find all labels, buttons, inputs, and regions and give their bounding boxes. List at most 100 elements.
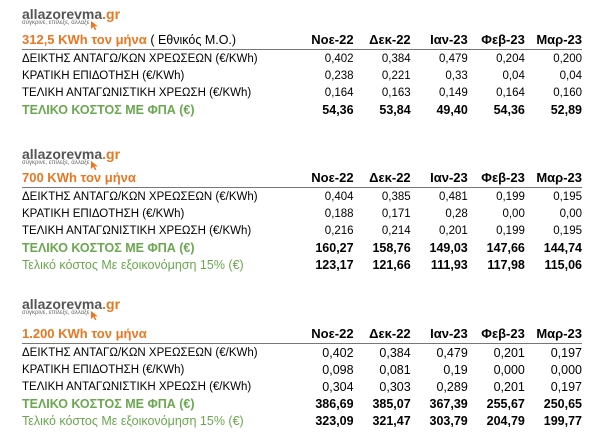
row-value: 0,201 xyxy=(493,379,525,394)
savings-value: 121,66 xyxy=(372,257,411,272)
row-value: 0,00 xyxy=(559,207,582,220)
row-label: ΔΕΙΚΤΗΣ ΑΝΤΑΓΩ/ΚΩΝ ΧΡΕΩΣΕΩΝ (€/KWh) xyxy=(22,346,258,359)
total-value: 255,67 xyxy=(486,396,525,411)
row-value: 0,479 xyxy=(436,345,468,360)
row-value: 0,204 xyxy=(496,52,525,65)
row-value: 0,098 xyxy=(322,362,354,377)
total-value: 49,40 xyxy=(436,102,468,117)
table-title: 312,5 KWh τον μήνα xyxy=(22,32,147,47)
row-value: 0,04 xyxy=(559,69,582,82)
row-value: 0,199 xyxy=(496,190,525,203)
savings-cost-row: Τελικό κόστος Με εξοικονόμηση 15% (€) 12… xyxy=(22,256,582,273)
month-header: Μαρ-23 xyxy=(524,30,582,50)
month-header: Ιαν-23 xyxy=(410,30,468,50)
row-value: 0,404 xyxy=(324,190,354,203)
pricing-table-1200: 1.200 KWh τον μήνα Νοε-22 Δεκ-22 Ιαν-23 … xyxy=(22,324,582,429)
row-value: 0,000 xyxy=(550,362,582,377)
month-header: Δεκ-22 xyxy=(353,30,411,50)
row-value: 0,216 xyxy=(324,224,354,237)
savings-value: 199,77 xyxy=(543,413,582,428)
row-value: 0,199 xyxy=(496,224,525,237)
row-value: 0,164 xyxy=(324,86,354,99)
row-label: ΔΕΙΚΤΗΣ ΑΝΤΑΓΩ/ΚΩΝ ΧΡΕΩΣΕΩΝ (€/KWh) xyxy=(22,52,258,65)
table-row: ΤΕΛΙΚΗ ΑΝΤΑΓΩΝΙΣΤΙΚΗ ΧΡΕΩΣΗ (€/KWh) 0,21… xyxy=(22,222,582,239)
table-row: ΔΕΙΚΤΗΣ ΑΝΤΑΓΩ/ΚΩΝ ΧΡΕΩΣΕΩΝ (€/KWh) 0,40… xyxy=(22,50,582,68)
logo-brand-main: allazorevma xyxy=(22,146,103,162)
row-value: 0,304 xyxy=(322,379,354,394)
savings-value: 115,06 xyxy=(544,257,582,272)
table-title: 700 KWh τον μήνα xyxy=(22,168,297,188)
row-value: 0,081 xyxy=(379,362,411,377)
row-label: ΚΡΑΤΙΚΗ ΕΠΙΔΟΤΗΣΗ (€/KWh) xyxy=(22,363,185,376)
total-value: 160,27 xyxy=(315,240,354,255)
row-label: ΚΡΑΤΙΚΗ ΕΠΙΔΟΤΗΣΗ (€/KWh) xyxy=(22,207,185,220)
logo-brand-tld: .gr xyxy=(102,6,121,22)
savings-label: Τελικό κόστος Με εξοικονόμηση 15% (€) xyxy=(22,413,244,428)
row-value: 0,04 xyxy=(502,69,525,82)
savings-value: 111,93 xyxy=(430,257,468,272)
total-value: 53,84 xyxy=(379,102,411,117)
row-value: 0,384 xyxy=(381,52,411,65)
table-row: ΔΕΙΚΤΗΣ ΑΝΤΑΓΩ/ΚΩΝ ΧΡΕΩΣΕΩΝ (€/KWh) 0,40… xyxy=(22,188,582,206)
total-value: 147,66 xyxy=(486,240,525,255)
savings-value: 303,79 xyxy=(429,413,468,428)
table-row: ΔΕΙΚΤΗΣ ΑΝΤΑΓΩ/ΚΩΝ ΧΡΕΩΣΕΩΝ (€/KWh) 0,40… xyxy=(22,344,582,362)
total-value: 144,74 xyxy=(543,240,582,255)
logo-brand-main: allazorevma xyxy=(22,296,103,312)
row-value: 0,201 xyxy=(493,345,525,360)
table-row: ΤΕΛΙΚΗ ΑΝΤΑΓΩΝΙΣΤΙΚΗ ΧΡΕΩΣΗ (€/KWh) 0,30… xyxy=(22,378,582,395)
table-header-row: 312,5 KWh τον μήνα ( Εθνικός Μ.Ο.) Νοε-2… xyxy=(22,30,582,50)
total-value: 54,36 xyxy=(493,102,525,117)
month-header: Δεκ-22 xyxy=(353,324,411,344)
month-header: Δεκ-22 xyxy=(353,168,411,188)
total-value: 52,89 xyxy=(550,102,582,117)
total-value: 158,76 xyxy=(372,240,411,255)
row-value: 0,200 xyxy=(553,52,582,65)
month-header: Ιαν-23 xyxy=(410,324,468,344)
row-label: ΤΕΛΙΚΗ ΑΝΤΑΓΩΝΙΣΤΙΚΗ ΧΡΕΩΣΗ (€/KWh) xyxy=(22,86,252,99)
row-value: 0,195 xyxy=(553,190,582,203)
row-value: 0,214 xyxy=(381,224,411,237)
table-header-row: 1.200 KWh τον μήνα Νοε-22 Δεκ-22 Ιαν-23 … xyxy=(22,324,582,344)
table-row: ΚΡΑΤΙΚΗ ΕΠΙΔΟΤΗΣΗ (€/KWh) 0,098 0,081 0,… xyxy=(22,361,582,378)
row-value: 0,402 xyxy=(324,52,354,65)
total-value: 386,69 xyxy=(315,396,354,411)
row-value: 0,289 xyxy=(436,379,468,394)
total-cost-row: ΤΕΛΙΚΟ ΚΟΣΤΟΣ ΜΕ ΦΠΑ (€) 160,27 158,76 1… xyxy=(22,239,582,256)
cursor-icon xyxy=(90,308,101,321)
row-label: ΤΕΛΙΚΗ ΑΝΤΑΓΩΝΙΣΤΙΚΗ ΧΡΕΩΣΗ (€/KWh) xyxy=(22,224,252,237)
logo-brand-tld: .gr xyxy=(102,146,121,162)
savings-value: 323,09 xyxy=(315,413,354,428)
row-value: 0,201 xyxy=(438,224,468,237)
total-cost-row: ΤΕΛΙΚΟ ΚΟΣΤΟΣ ΜΕ ΦΠΑ (€) 386,69 385,07 3… xyxy=(22,395,582,412)
total-value: 149,03 xyxy=(429,240,468,255)
logo-tagline: σύγκρινε, επίλεξε, άλλαξε xyxy=(22,20,90,26)
brand-logo: allazorevma.gr σύγκρινε, επίλεξε, άλλαξε xyxy=(22,6,121,31)
row-value: 0,481 xyxy=(438,190,468,203)
pricing-table-700: 700 KWh τον μήνα Νοε-22 Δεκ-22 Ιαν-23 Φε… xyxy=(22,168,582,273)
table-title: 1.200 KWh τον μήνα xyxy=(22,324,297,344)
brand-logo: allazorevma.gr σύγκρινε, επίλεξε, άλλαξε xyxy=(22,296,120,321)
savings-label: Τελικό κόστος Με εξοικονόμηση 15% (€) xyxy=(22,257,244,272)
row-value: 0,19 xyxy=(443,362,468,377)
row-value: 0,160 xyxy=(553,86,582,99)
month-header: Φεβ-23 xyxy=(467,324,525,344)
total-value: 250,65 xyxy=(543,396,582,411)
total-value: 385,07 xyxy=(372,396,411,411)
table-row: ΤΕΛΙΚΗ ΑΝΤΑΓΩΝΙΣΤΙΚΗ ΧΡΕΩΣΗ (€/KWh) 0,16… xyxy=(22,84,582,101)
pricing-table-312: 312,5 KWh τον μήνα ( Εθνικός Μ.Ο.) Νοε-2… xyxy=(22,30,582,118)
row-value: 0,197 xyxy=(550,379,582,394)
row-label: ΚΡΑΤΙΚΗ ΕΠΙΔΟΤΗΣΗ (€/KWh) xyxy=(22,69,185,82)
savings-value: 321,47 xyxy=(372,413,411,428)
row-value: 0,149 xyxy=(438,86,468,99)
total-value: 54,36 xyxy=(322,102,354,117)
table-row: ΚΡΑΤΙΚΗ ΕΠΙΔΟΤΗΣΗ (€/KWh) 0,238 0,221 0,… xyxy=(22,67,582,84)
row-label: ΤΕΛΙΚΗ ΑΝΤΑΓΩΝΙΣΤΙΚΗ ΧΡΕΩΣΗ (€/KWh) xyxy=(22,380,252,393)
month-header: Ιαν-23 xyxy=(410,168,468,188)
savings-cost-row: Τελικό κόστος Με εξοικονόμηση 15% (€) 32… xyxy=(22,412,582,429)
row-value: 0,385 xyxy=(381,190,411,203)
month-header: Μαρ-23 xyxy=(524,168,582,188)
row-value: 0,164 xyxy=(496,86,525,99)
row-value: 0,163 xyxy=(381,86,411,99)
logo-tagline: σύγκρινε, επίλεξε, άλλαξε xyxy=(22,310,90,316)
